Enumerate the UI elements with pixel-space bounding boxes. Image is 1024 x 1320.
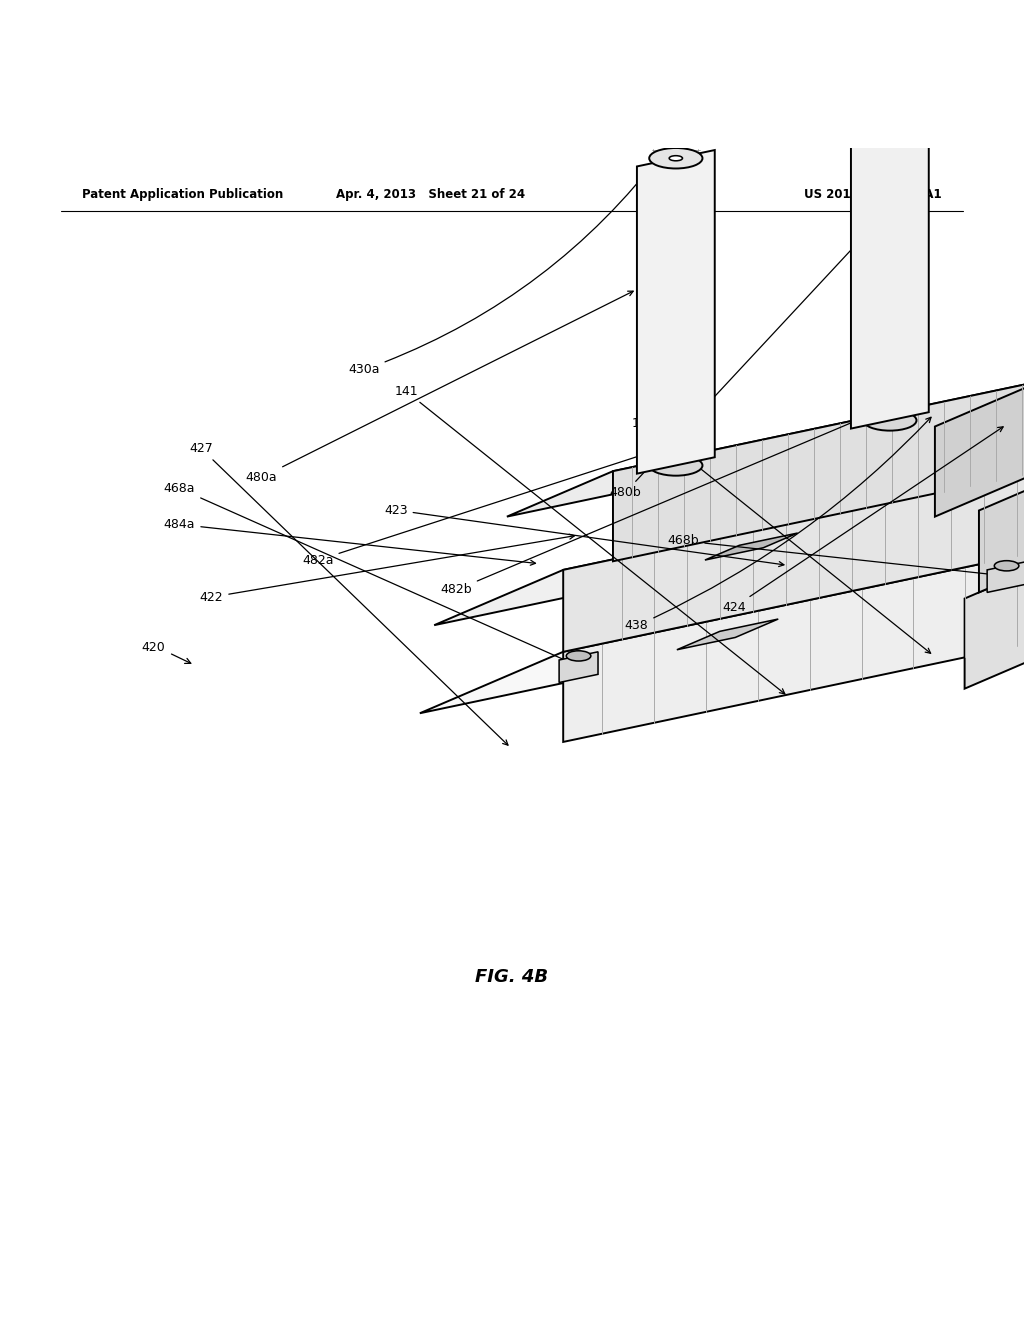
Text: 424: 424: [722, 426, 1004, 614]
Polygon shape: [420, 537, 1024, 713]
Text: 482b: 482b: [440, 411, 879, 597]
Text: 468a: 468a: [164, 482, 574, 665]
Polygon shape: [677, 619, 778, 649]
Ellipse shape: [649, 148, 702, 169]
Polygon shape: [965, 537, 1024, 689]
Polygon shape: [979, 455, 1024, 593]
Ellipse shape: [863, 21, 916, 41]
Polygon shape: [705, 533, 798, 560]
Ellipse shape: [670, 156, 683, 161]
Text: 480b: 480b: [609, 169, 926, 499]
Polygon shape: [851, 22, 929, 429]
Text: 484a: 484a: [164, 517, 536, 565]
Text: US 2013/0084043 A1: US 2013/0084043 A1: [805, 187, 942, 201]
Polygon shape: [987, 562, 1024, 593]
Text: 423: 423: [384, 503, 784, 566]
Ellipse shape: [566, 651, 591, 661]
Polygon shape: [935, 381, 1024, 516]
Polygon shape: [563, 537, 1024, 742]
Polygon shape: [637, 150, 715, 474]
Text: 468b: 468b: [668, 535, 1002, 578]
Polygon shape: [559, 652, 598, 682]
Text: 141: 141: [394, 385, 784, 694]
Ellipse shape: [883, 29, 897, 34]
Text: 438: 438: [625, 417, 931, 632]
Polygon shape: [563, 455, 1024, 652]
Polygon shape: [507, 381, 1024, 516]
Text: 422: 422: [200, 535, 574, 603]
Ellipse shape: [649, 455, 702, 475]
Text: 482a: 482a: [302, 447, 665, 566]
Text: FIG. 4B: FIG. 4B: [475, 969, 549, 986]
Ellipse shape: [863, 411, 916, 430]
Text: 420: 420: [141, 642, 165, 655]
Text: 480a: 480a: [246, 292, 633, 484]
Polygon shape: [613, 381, 1024, 561]
Polygon shape: [434, 455, 1024, 626]
Text: Apr. 4, 2013   Sheet 21 of 24: Apr. 4, 2013 Sheet 21 of 24: [336, 187, 524, 201]
Text: 142: 142: [632, 417, 931, 653]
Text: Patent Application Publication: Patent Application Publication: [82, 187, 284, 201]
Text: 427: 427: [189, 442, 508, 746]
Text: 430a: 430a: [348, 152, 664, 376]
Ellipse shape: [994, 561, 1019, 572]
